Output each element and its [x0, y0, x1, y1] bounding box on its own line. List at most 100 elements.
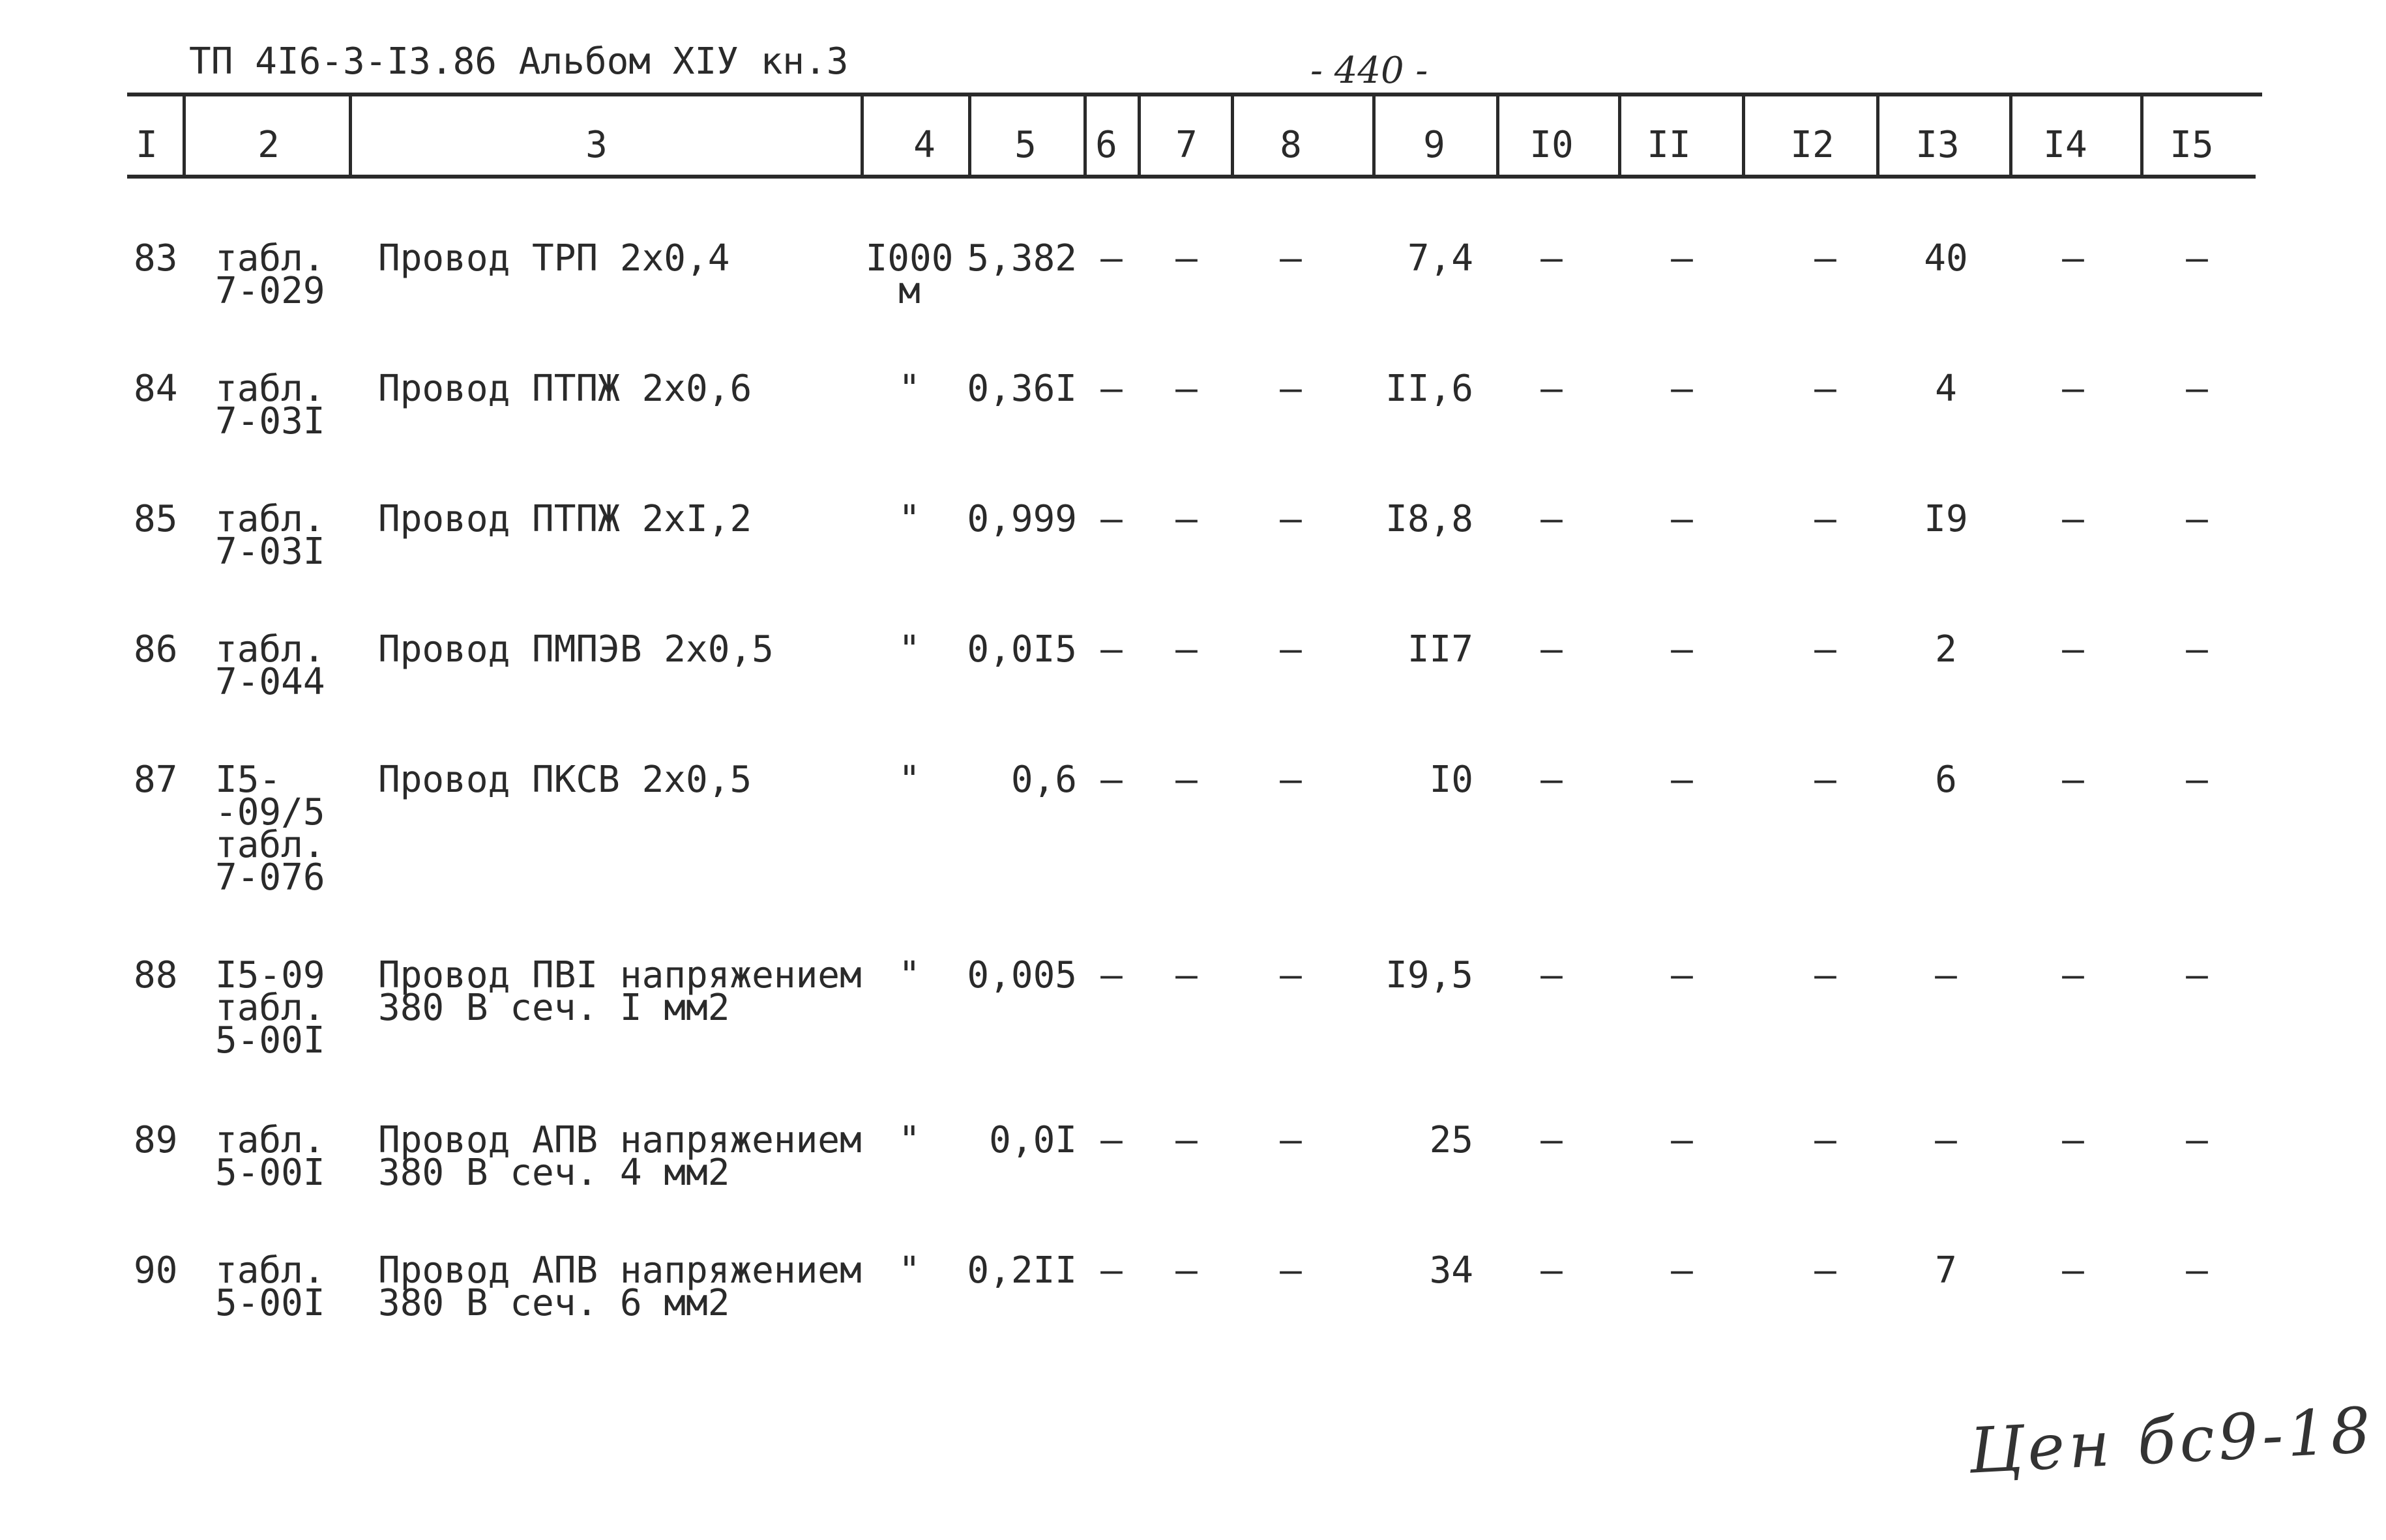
column-header: 5	[1014, 124, 1037, 166]
row-col14: –	[2062, 954, 2084, 996]
column-separator	[1742, 93, 1745, 177]
row-col9: 25	[1429, 1119, 1473, 1161]
column-header: 4	[913, 124, 935, 166]
column-header: 7	[1175, 124, 1198, 166]
row-col8: –	[1280, 237, 1302, 280]
row-col13: 7	[1935, 1249, 1957, 1292]
row-col7: –	[1175, 368, 1198, 410]
row-col12: –	[1814, 1249, 1836, 1292]
row-col10: –	[1540, 498, 1563, 540]
row-col15: –	[2186, 628, 2208, 671]
row-number: 83	[134, 237, 178, 280]
row-col15: –	[2186, 954, 2208, 996]
row-source: I5-09 табл. 5-00I	[215, 954, 325, 1062]
row-col11: –	[1671, 1249, 1693, 1292]
column-header: 9	[1423, 124, 1445, 166]
row-col13: 40	[1924, 237, 1968, 280]
row-col12: –	[1814, 498, 1836, 540]
column-separator	[1372, 93, 1376, 177]
column-separator	[861, 93, 864, 177]
row-col15: –	[2186, 759, 2208, 801]
row-name: Провод ПТПЖ 2х0,6	[378, 368, 752, 410]
row-col5: 0,2II	[967, 1249, 1077, 1292]
column-header: I	[136, 124, 158, 166]
row-unit: I000 м	[865, 237, 954, 312]
row-name: Провод АПВ напряжением 380 В сеч. 4 мм2	[378, 1119, 862, 1194]
row-source: табл. 7-03I	[215, 498, 325, 573]
row-number: 88	[134, 954, 178, 996]
row-source: I5- -09/5 табл. 7-076	[215, 759, 325, 899]
row-col8: –	[1280, 628, 1302, 671]
row-col8: –	[1280, 368, 1302, 410]
column-header: II	[1647, 124, 1691, 166]
row-source: табл. 7-03I	[215, 368, 325, 443]
row-number: 90	[134, 1249, 178, 1292]
row-name: Провод ПМПЭВ 2х0,5	[378, 628, 774, 671]
row-number: 87	[134, 759, 178, 801]
row-col7: –	[1175, 498, 1198, 540]
row-col5: 0,0I5	[967, 628, 1077, 671]
row-col15: –	[2186, 237, 2208, 280]
column-separator	[2140, 93, 2143, 177]
column-header: I4	[2043, 124, 2087, 166]
row-col6: –	[1100, 498, 1123, 540]
column-header: I2	[1790, 124, 1834, 166]
row-col6: –	[1100, 368, 1123, 410]
row-col10: –	[1540, 1249, 1563, 1292]
row-col7: –	[1175, 1119, 1198, 1161]
row-col11: –	[1671, 1119, 1693, 1161]
row-col10: –	[1540, 1119, 1563, 1161]
row-col15: –	[2186, 368, 2208, 410]
row-col9: II,6	[1385, 368, 1473, 410]
row-col13: 2	[1935, 628, 1957, 671]
row-col11: –	[1671, 954, 1693, 996]
row-col9: II7	[1407, 628, 1473, 671]
row-col14: –	[2062, 759, 2084, 801]
column-header: 2	[258, 124, 280, 166]
row-col7: –	[1175, 759, 1198, 801]
row-col10: –	[1540, 628, 1563, 671]
row-col6: –	[1100, 759, 1123, 801]
row-col14: –	[2062, 1119, 2084, 1161]
row-col14: –	[2062, 498, 2084, 540]
row-col10: –	[1540, 237, 1563, 280]
row-number: 85	[134, 498, 178, 540]
row-col10: –	[1540, 759, 1563, 801]
column-separator	[1231, 93, 1234, 177]
column-separator	[1138, 93, 1141, 177]
row-number: 86	[134, 628, 178, 671]
row-unit: "	[898, 759, 921, 801]
row-name: Провод ПТПЖ 2хI,2	[378, 498, 752, 540]
row-name: Провод ПКСВ 2х0,5	[378, 759, 752, 801]
row-source: табл. 7-044	[215, 628, 325, 703]
row-col8: –	[1280, 498, 1302, 540]
row-col11: –	[1671, 759, 1693, 801]
column-header: 3	[585, 124, 608, 166]
page-number: - 440 -	[1310, 50, 1428, 92]
row-col14: –	[2062, 368, 2084, 410]
row-col11: –	[1671, 237, 1693, 280]
row-col5: 0,6	[1010, 759, 1077, 801]
row-col13: –	[1935, 954, 1957, 996]
row-unit: "	[898, 1119, 921, 1161]
row-col5: 0,36I	[967, 368, 1077, 410]
row-col15: –	[2186, 1119, 2208, 1161]
column-header: I0	[1529, 124, 1574, 166]
row-col6: –	[1100, 628, 1123, 671]
column-separator	[183, 93, 186, 177]
column-header: I3	[1915, 124, 1960, 166]
row-number: 89	[134, 1119, 178, 1161]
column-header: I5	[2170, 124, 2214, 166]
row-col14: –	[2062, 1249, 2084, 1292]
row-name: Провод ПВI напряжением 380 В сеч. I мм2	[378, 954, 862, 1029]
row-col5: 5,382	[967, 237, 1077, 280]
column-separator	[2009, 93, 2012, 177]
column-separator	[1876, 93, 1879, 177]
row-unit: "	[898, 1249, 921, 1292]
row-source: табл. 5-00I	[215, 1249, 325, 1324]
column-separator	[1496, 93, 1499, 177]
row-col9: 7,4	[1407, 237, 1473, 280]
column-separator	[1083, 93, 1087, 177]
table-top-rule	[127, 93, 2262, 96]
row-col11: –	[1671, 628, 1693, 671]
